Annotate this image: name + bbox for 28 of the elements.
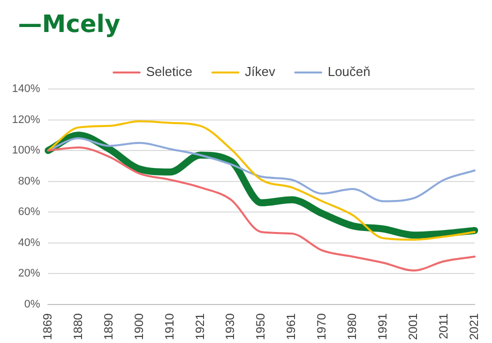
y-tick-label: 0% bbox=[24, 298, 40, 310]
x-tick-label: 1950 bbox=[254, 312, 268, 340]
legend-label: Loučeň bbox=[328, 64, 370, 80]
x-tick-label: 1991 bbox=[376, 312, 390, 340]
x-tick-label: 2011 bbox=[436, 312, 450, 340]
x-tick-label: 1880 bbox=[70, 312, 85, 340]
legend-label: Jíkev bbox=[244, 64, 276, 80]
x-tick-label: 1921 bbox=[192, 312, 207, 340]
y-tick-label: 140% bbox=[12, 83, 40, 96]
x-tick-label: 1900 bbox=[132, 312, 146, 340]
y-tick-label: 60% bbox=[18, 206, 40, 218]
legend-label: Seletice bbox=[146, 64, 192, 80]
line-series bbox=[47, 146, 476, 272]
y-tick-label: 80% bbox=[18, 175, 40, 188]
x-tick-label: 1930 bbox=[223, 312, 238, 340]
x-tick-label: 1961 bbox=[284, 312, 298, 340]
y-tick-label: 40% bbox=[18, 236, 40, 249]
x-tick-label: 1890 bbox=[101, 312, 116, 340]
x-tick-label: 2001 bbox=[406, 312, 420, 340]
y-tick-label: 120% bbox=[12, 114, 40, 126]
y-tick-label: 100% bbox=[12, 144, 40, 157]
x-tick-label: 1869 bbox=[40, 312, 54, 340]
x-tick-label: 2021 bbox=[466, 312, 481, 340]
chart-title: —Mcely bbox=[18, 10, 120, 38]
x-tick-label: 1980 bbox=[345, 312, 360, 340]
x-tick-label: 1970 bbox=[314, 312, 329, 340]
x-tick-label: 1910 bbox=[162, 312, 176, 340]
y-tick-label: 20% bbox=[18, 268, 40, 280]
